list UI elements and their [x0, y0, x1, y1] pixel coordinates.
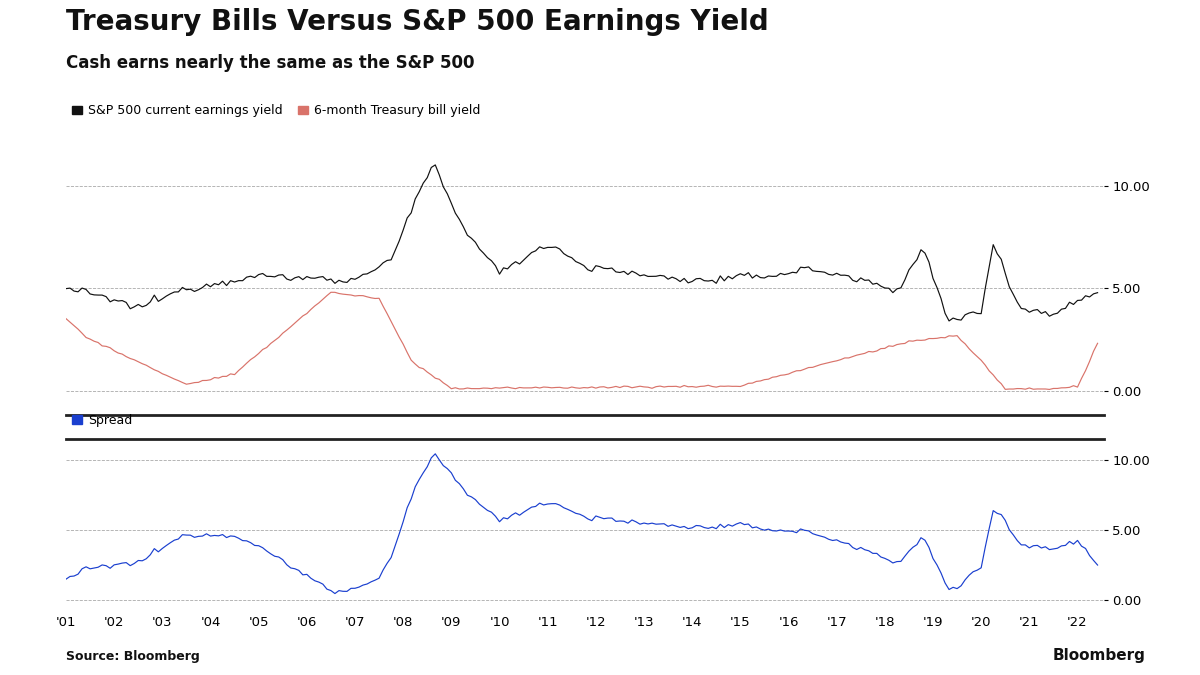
Text: Treasury Bills Versus S&P 500 Earnings Yield: Treasury Bills Versus S&P 500 Earnings Y…: [66, 8, 769, 36]
Text: Source: Bloomberg: Source: Bloomberg: [66, 650, 199, 663]
Legend: Spread: Spread: [72, 414, 133, 427]
Text: Bloomberg: Bloomberg: [1054, 648, 1146, 663]
Text: Cash earns nearly the same as the S&P 500: Cash earns nearly the same as the S&P 50…: [66, 54, 474, 72]
Legend: S&P 500 current earnings yield, 6-month Treasury bill yield: S&P 500 current earnings yield, 6-month …: [72, 105, 481, 117]
